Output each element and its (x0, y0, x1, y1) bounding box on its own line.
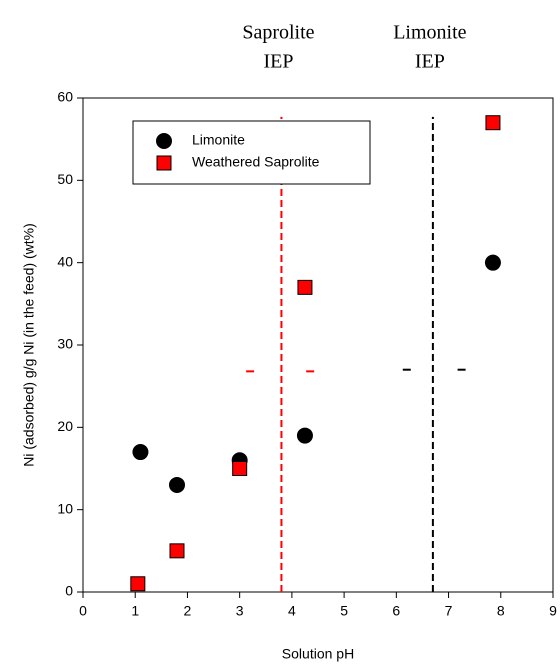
y-axis-label: Ni (adsorbed) g/g Ni (in the feed) (wt%) (21, 223, 37, 467)
legend-marker (156, 133, 172, 149)
x-tick-label: 8 (497, 603, 505, 619)
y-tick-label: 50 (57, 171, 73, 187)
y-tick-label: 10 (57, 500, 73, 516)
y-tick-label: 40 (57, 253, 73, 269)
point (484, 254, 501, 271)
point (169, 476, 185, 493)
point (296, 427, 313, 444)
x-tick-label: 6 (392, 603, 400, 619)
x-tick-label: 3 (236, 603, 244, 619)
point (297, 279, 313, 295)
y-tick-label: 20 (57, 418, 73, 434)
point (485, 115, 501, 131)
x-tick-label: 1 (131, 603, 139, 619)
point (130, 576, 146, 592)
y-tick-label: 60 (57, 89, 73, 105)
x-tick-label: 0 (79, 603, 87, 619)
y-tick-label: 0 (65, 583, 73, 599)
reference-label: IEP (263, 51, 293, 73)
x-axis-label: Solution pH (282, 646, 354, 662)
x-tick-label: 4 (288, 603, 296, 619)
point (132, 444, 149, 461)
x-tick-label: 5 (340, 603, 348, 619)
point (232, 461, 248, 476)
legend-marker (156, 155, 172, 171)
reference-label: IEP (415, 51, 445, 73)
x-tick-label: 7 (445, 603, 453, 619)
legend-label: Weathered Saprolite (192, 154, 320, 170)
x-tick-label: 2 (184, 603, 192, 619)
reference-label: Limonite (393, 22, 466, 44)
y-tick-label: 30 (57, 336, 73, 352)
point (169, 543, 185, 559)
reference-label: Saprolite (242, 22, 314, 44)
legend-label: Limonite (192, 132, 245, 148)
x-tick-label: 9 (549, 603, 557, 619)
legend-box (132, 120, 371, 185)
